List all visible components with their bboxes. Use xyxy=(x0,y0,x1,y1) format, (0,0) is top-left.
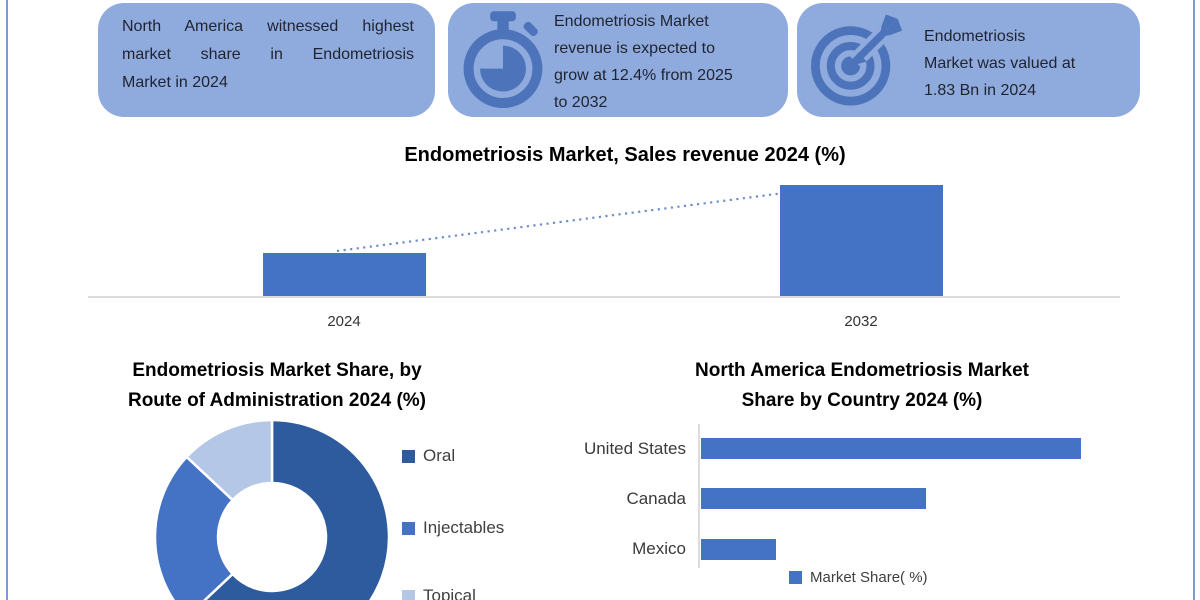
stat-line: North America witnessed highest xyxy=(122,18,414,35)
legend-item-injectables: Injectables xyxy=(402,518,504,538)
country-chart-axis xyxy=(698,424,700,568)
legend-swatch-oral xyxy=(402,449,415,463)
revenue-chart-title: Endometriosis Market, Sales revenue 2024… xyxy=(404,144,846,166)
stat-line: Market in 2024 xyxy=(122,74,228,91)
donut-slice-injectables xyxy=(153,455,235,600)
stat-line: market share in Endometriosis xyxy=(122,46,414,63)
axis-label-2032: 2032 xyxy=(844,313,878,330)
legend-label: Market Share( %) xyxy=(810,569,928,586)
country-chart-title: North America Endometriosis Market Share… xyxy=(662,356,1062,416)
stat-line: grow at 12.4% from 2025 xyxy=(554,67,733,84)
stat-box-market-value: Endometriosis Market was valued at 1.83 … xyxy=(797,3,1140,117)
donut-chart xyxy=(153,418,391,600)
stat-text: Endometriosis Market revenue is expected… xyxy=(554,8,754,116)
country-title-line: North America Endometriosis Market xyxy=(695,360,1029,381)
donut-chart-title: Endometriosis Market Share, by Route of … xyxy=(97,356,457,416)
legend-item-topical: Topical xyxy=(402,586,476,600)
stat-line: to 2032 xyxy=(554,94,608,111)
axis-label-united-states: United States xyxy=(583,439,686,458)
legend-label: Oral xyxy=(423,446,456,465)
stat-text: North America witnessed highest market s… xyxy=(122,13,414,97)
stat-line: Endometriosis xyxy=(924,28,1026,45)
country-title-line: Share by Country 2024 (%) xyxy=(741,390,983,411)
bar-mexico xyxy=(701,539,776,560)
bar-united-states xyxy=(701,438,1081,459)
stopwatch-icon xyxy=(460,11,546,114)
legend-swatch-market-share xyxy=(789,571,802,584)
stat-box-revenue-growth: Endometriosis Market revenue is expected… xyxy=(448,3,788,117)
page-right-border xyxy=(1193,0,1195,600)
legend-swatch-injectables xyxy=(402,521,415,535)
legend-item-market-share: Market Share( %) xyxy=(789,569,928,586)
stat-box-north-america-share: North America witnessed highest market s… xyxy=(98,3,435,117)
donut-title-line: Endometriosis Market Share, by xyxy=(132,360,422,381)
donut-slice-oral xyxy=(203,418,391,600)
stat-line: Market was valued at xyxy=(924,55,1076,72)
legend-item-oral: Oral xyxy=(402,446,455,466)
stat-line: revenue is expected to xyxy=(554,40,715,57)
stat-text: Endometriosis Market was valued at 1.83 … xyxy=(924,23,1130,104)
legend-label: Topical xyxy=(423,586,476,600)
revenue-chart-baseline xyxy=(88,296,1120,298)
axis-label-2024: 2024 xyxy=(327,313,361,330)
target-icon xyxy=(809,13,907,112)
page-left-border xyxy=(6,0,8,600)
legend-label: Injectables xyxy=(423,518,505,537)
stat-line: Endometriosis Market xyxy=(554,13,709,30)
bar-2024 xyxy=(262,253,426,297)
bar-canada xyxy=(701,488,926,509)
donut-title-line: Route of Administration 2024 (%) xyxy=(127,390,427,411)
legend-swatch-topical xyxy=(402,589,415,600)
donut-slice-topical xyxy=(184,418,274,502)
bar-2032 xyxy=(779,185,943,297)
axis-label-canada: Canada xyxy=(626,489,686,508)
stat-line: 1.83 Bn in 2024 xyxy=(924,82,1037,99)
axis-label-mexico: Mexico xyxy=(632,539,686,558)
